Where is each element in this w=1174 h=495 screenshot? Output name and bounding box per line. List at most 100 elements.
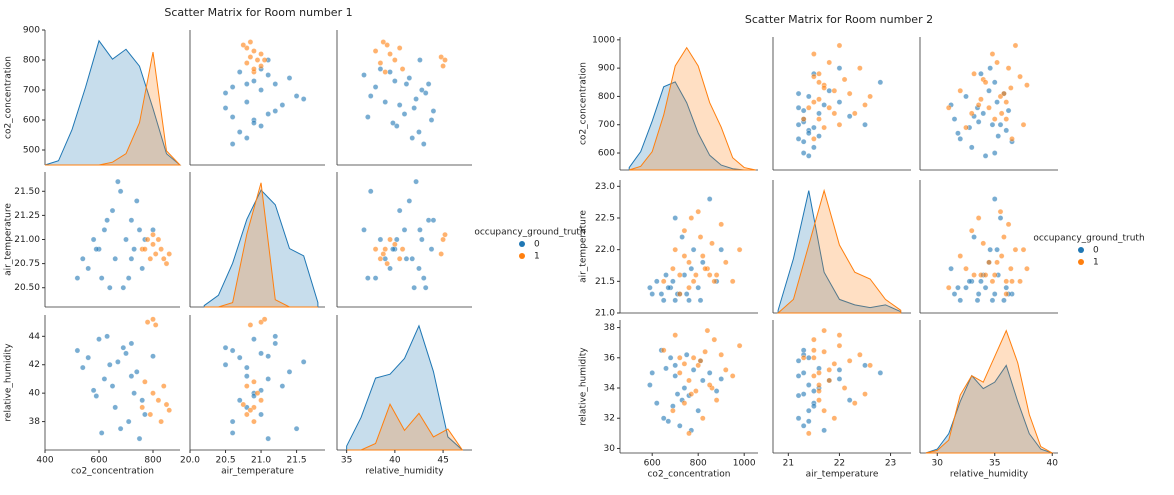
scatter-point [1003, 278, 1010, 285]
scatter-point [811, 124, 817, 131]
scatter-point [836, 376, 843, 382]
y-tick-label: 600 [23, 116, 40, 126]
scatter-point [236, 354, 243, 361]
scatter-point [806, 153, 812, 159]
scatter-point [123, 236, 129, 243]
scatter-point [128, 340, 135, 347]
scatter-point [688, 391, 695, 397]
scatter-point [989, 297, 996, 304]
scatter-point [166, 407, 172, 413]
y-tick-label: 700 [23, 86, 40, 96]
scatter-point [867, 362, 873, 369]
scatter-point [713, 272, 720, 278]
scatter-point [425, 217, 432, 223]
scatter-point [795, 121, 802, 128]
y-tick-label: 22.0 [595, 245, 615, 255]
scatter-point [836, 42, 843, 49]
scatter-point [247, 407, 254, 413]
scatter-point [994, 99, 1000, 105]
y-axis-label: co2_concentration [579, 62, 589, 145]
scatter-point [811, 373, 817, 379]
x-tick-label: 600 [644, 459, 661, 469]
scatter-point [700, 415, 706, 421]
scatter-point [384, 260, 390, 267]
scatter-point [251, 336, 257, 342]
scatter-point [104, 217, 110, 223]
y-tick-label: 800 [598, 92, 615, 102]
scatter-point [862, 121, 868, 128]
scatter-point [240, 401, 247, 408]
scatter-point [244, 99, 250, 105]
x-tick-label: 30 [932, 459, 944, 469]
legend-label: 1 [1093, 258, 1099, 268]
scatter-point [702, 265, 708, 272]
scatter-point [649, 291, 655, 297]
x-tick-label: 35 [989, 459, 1000, 469]
chart-title: Scatter Matrix for Room number 1 [164, 6, 352, 19]
scatter-point [265, 435, 271, 442]
scatter-point [413, 178, 419, 185]
scatter-point [663, 272, 669, 278]
scatter-point [992, 116, 998, 122]
x-tick-label: 20.0 [180, 456, 200, 466]
scatter-point [139, 397, 145, 404]
scatter-point [416, 129, 422, 135]
x-tick-label: 35 [341, 456, 352, 466]
scatter-point [430, 217, 437, 223]
scatter-point [836, 99, 843, 105]
scatter-point [690, 367, 697, 373]
scatter-point [997, 121, 1004, 128]
scatter-point [222, 90, 229, 96]
scatter-point [152, 251, 159, 257]
scatter-point [74, 347, 81, 354]
x-axis-label: co2_concentration [71, 467, 154, 477]
scatter-point [989, 121, 996, 128]
scatter-point [681, 361, 688, 367]
scatter-point [244, 383, 250, 389]
scatter-point [411, 284, 417, 291]
scatter-point [258, 411, 264, 418]
scatter-point [987, 65, 993, 71]
legend-marker [519, 241, 525, 247]
scatter-point [800, 370, 807, 376]
scatter-point [846, 90, 853, 97]
scatter-point [670, 407, 676, 414]
scatter-point [279, 383, 286, 389]
x-tick-label: 40 [389, 456, 401, 466]
scatter-point [265, 72, 271, 78]
scatter-point [251, 78, 257, 84]
scatter-point [1003, 116, 1010, 122]
scatter-point [826, 367, 832, 373]
scatter-point [677, 355, 683, 361]
legend-marker [1078, 259, 1084, 265]
scatter-point [704, 327, 711, 334]
scatter-point [428, 246, 435, 252]
scatter-point [683, 291, 690, 297]
scatter-point [1008, 85, 1014, 91]
scatter-point [367, 93, 374, 99]
scatter-point [136, 227, 143, 233]
scatter-point [986, 104, 992, 111]
scatter-point [677, 291, 683, 297]
scatter-point [251, 379, 257, 385]
scatter-point [695, 407, 701, 414]
scatter-point [117, 188, 124, 195]
scatter-point [365, 114, 371, 120]
scatter-point [862, 391, 868, 397]
scatter-point [125, 418, 132, 425]
scatter-point [736, 246, 743, 253]
scatter-point [1003, 99, 1010, 105]
scatter-point [416, 265, 422, 272]
scatter-point [994, 246, 1000, 253]
scatter-point [112, 256, 118, 262]
scatter-point [293, 93, 300, 99]
scatter-point [1008, 265, 1014, 272]
legend-label: 0 [1093, 246, 1099, 256]
scatter-point [392, 57, 398, 63]
scatter-point [382, 99, 388, 105]
scatter-point [969, 110, 975, 117]
scatter-point [158, 246, 164, 252]
scatter-point [811, 355, 817, 361]
scatter-point [258, 63, 264, 69]
scatter-point [663, 365, 669, 372]
